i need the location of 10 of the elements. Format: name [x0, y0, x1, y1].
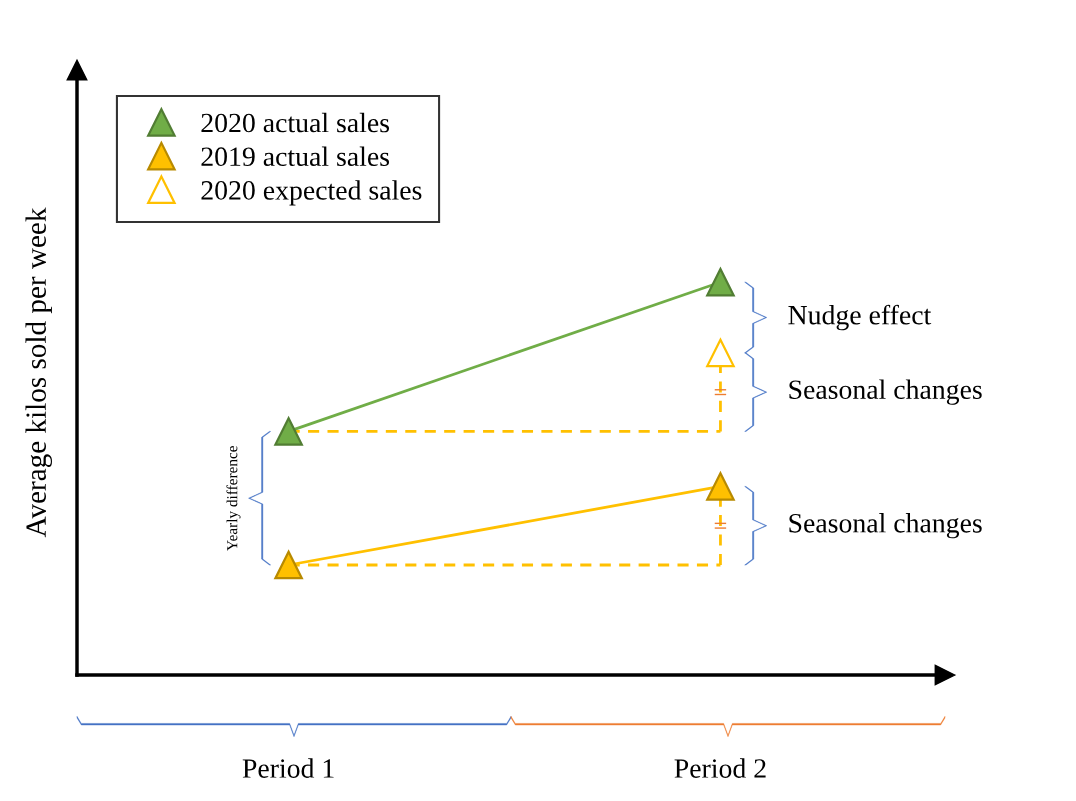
x-tick-label: Period 2	[674, 758, 766, 778]
legend-label: 2019 actual sales	[201, 146, 390, 167]
annotation: Nudge effect	[788, 304, 932, 331]
legend-label: 2020 actual sales	[201, 112, 390, 133]
annotation: Yearly difference	[226, 445, 241, 551]
x-tick-label: Period 1	[242, 758, 334, 778]
annotation: Seasonal changes	[789, 513, 982, 539]
annotation: Seasonal changes	[789, 379, 982, 405]
legend-label: 2020 expected sales	[201, 180, 422, 206]
y-axis-title: Average kilos sold per week	[25, 207, 52, 538]
